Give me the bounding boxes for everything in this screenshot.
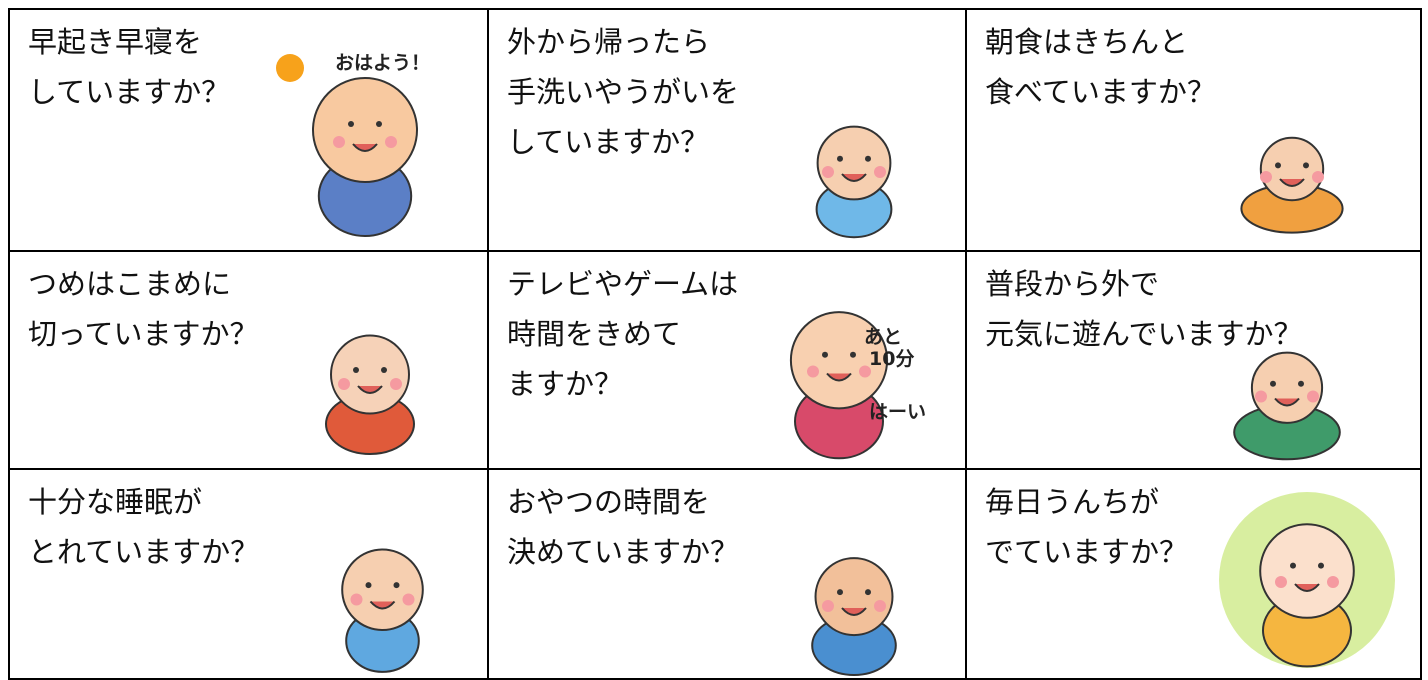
mouth [841, 173, 867, 182]
eye [822, 351, 828, 358]
mouth [352, 143, 378, 152]
illustration [811, 557, 897, 677]
question-line: 決めていますか？ [507, 535, 740, 569]
face [330, 334, 410, 415]
illustration [276, 54, 418, 237]
eye [850, 351, 856, 358]
mouth [1274, 397, 1300, 407]
cell: テレビやゲームは 時間をきめて ますか？ あと 10分はーい [487, 250, 967, 470]
question-line: 早起き早寝を [28, 25, 203, 59]
cheek [1255, 390, 1267, 403]
face [1250, 351, 1324, 424]
sun [276, 54, 304, 82]
question-line: 食べていますか？ [985, 75, 1216, 109]
cheek [822, 600, 834, 612]
illustration [1219, 492, 1395, 668]
question-line: 十分な睡眠が [28, 485, 203, 519]
eye [1318, 562, 1324, 569]
cheek [385, 136, 397, 148]
eye [837, 589, 843, 596]
eye [1290, 562, 1296, 569]
question-line: おやつの時間を [507, 485, 711, 519]
eye [381, 367, 387, 373]
question-line: つめはこまめに [28, 267, 232, 301]
question-line: 時間をきめて [507, 317, 682, 351]
illustration [1233, 351, 1341, 461]
face [789, 311, 889, 410]
mouth [357, 385, 383, 394]
eye [1298, 380, 1304, 387]
question-line: 切っていますか？ [28, 317, 259, 351]
cell: 朝食はきちんと 食べていますか？ [965, 8, 1422, 252]
question-line: とれていますか？ [28, 535, 260, 569]
eye [376, 121, 382, 127]
mouth [1294, 583, 1320, 592]
question-line: していますか？ [28, 75, 231, 109]
eye [348, 121, 354, 127]
illustration [789, 311, 889, 460]
eye [365, 582, 372, 589]
illustration-caption: おはよう！ [335, 52, 431, 74]
eye [865, 155, 871, 162]
cheek [1260, 171, 1272, 183]
cell: 早起き早寝を していますか？ おはよう！ [8, 8, 489, 252]
cell: 外から帰ったら 手洗いやうがいを していますか？ [487, 8, 967, 252]
eye [393, 582, 400, 589]
question-line: 手洗いやうがいを [507, 75, 740, 109]
cheek [874, 600, 886, 612]
eye [1270, 380, 1276, 387]
eye [837, 155, 843, 162]
mouth [369, 600, 396, 610]
cheek [859, 365, 871, 378]
cheek [333, 136, 345, 148]
cheek [1327, 576, 1339, 588]
question-line: していますか？ [507, 125, 710, 159]
cheek [338, 378, 350, 390]
cell: おやつの時間を 決めていますか？ [487, 468, 967, 680]
question-line: 元気に遊んでいますか？ [985, 317, 1303, 351]
cheek [1275, 576, 1287, 588]
illustration-caption: あと [864, 326, 903, 348]
illustration [815, 125, 893, 239]
question-line: 毎日うんちが [985, 485, 1160, 519]
cell: 普段から外で元気に遊んでいますか？ [965, 250, 1422, 470]
cheek [807, 365, 819, 378]
cell: 毎日うんちが でていますか？ [965, 468, 1422, 680]
cheek [402, 593, 415, 606]
mouth [1279, 178, 1305, 187]
question-line: 外から帰ったら [507, 25, 711, 59]
question-line: テレビやゲームは [507, 267, 739, 301]
question-line: 普段から外で [985, 267, 1160, 301]
cheek [1312, 171, 1324, 183]
cell: つめはこまめに 切っていますか？ [8, 250, 489, 470]
cheek [822, 166, 834, 178]
question-line: 朝食はきちんと [985, 25, 1189, 59]
question-line: でていますか？ [985, 535, 1189, 569]
mouth [841, 607, 867, 616]
question-line: ますか？ [507, 367, 624, 401]
illustration [1240, 136, 1344, 234]
illustration-caption: はーい [869, 401, 927, 423]
face [1259, 523, 1355, 619]
eye [1275, 162, 1281, 169]
mouth [826, 372, 852, 382]
face [814, 557, 894, 637]
illustration [341, 548, 424, 673]
cheek [874, 166, 886, 178]
face [816, 125, 892, 201]
face [312, 77, 418, 183]
face [341, 548, 424, 632]
eye [1303, 162, 1309, 169]
face [1259, 136, 1325, 202]
illustration [325, 334, 415, 455]
cell: 十分な睡眠がとれていますか？ [8, 468, 489, 680]
eye [353, 367, 359, 373]
illustration-caption: 10分 [869, 348, 915, 370]
cheek [350, 593, 363, 606]
cheek [1307, 390, 1319, 403]
cheek [390, 378, 402, 390]
eye [865, 589, 871, 596]
